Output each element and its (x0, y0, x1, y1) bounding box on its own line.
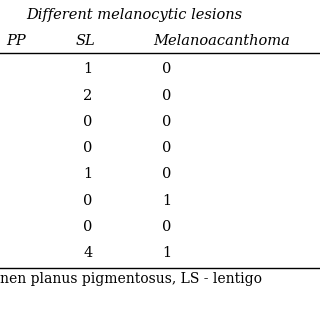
Text: Different melanocytic lesions: Different melanocytic lesions (26, 8, 243, 22)
Text: 0: 0 (83, 220, 93, 234)
Text: 0: 0 (162, 115, 171, 129)
Text: nen planus pigmentosus, LS - lentigo: nen planus pigmentosus, LS - lentigo (0, 272, 262, 286)
Text: 0: 0 (162, 141, 171, 155)
Text: PP: PP (6, 34, 26, 48)
Text: Melanoacanthoma: Melanoacanthoma (154, 34, 291, 48)
Text: 4: 4 (84, 246, 92, 260)
Text: 1: 1 (162, 246, 171, 260)
Text: 0: 0 (83, 194, 93, 208)
Text: 0: 0 (83, 115, 93, 129)
Text: 1: 1 (84, 62, 92, 76)
Text: 2: 2 (84, 89, 92, 103)
Text: 0: 0 (162, 62, 171, 76)
Text: 1: 1 (162, 194, 171, 208)
Text: 0: 0 (83, 141, 93, 155)
Text: SL: SL (75, 34, 95, 48)
Text: 1: 1 (84, 167, 92, 181)
Text: 0: 0 (162, 167, 171, 181)
Text: 0: 0 (162, 89, 171, 103)
Text: 0: 0 (162, 220, 171, 234)
